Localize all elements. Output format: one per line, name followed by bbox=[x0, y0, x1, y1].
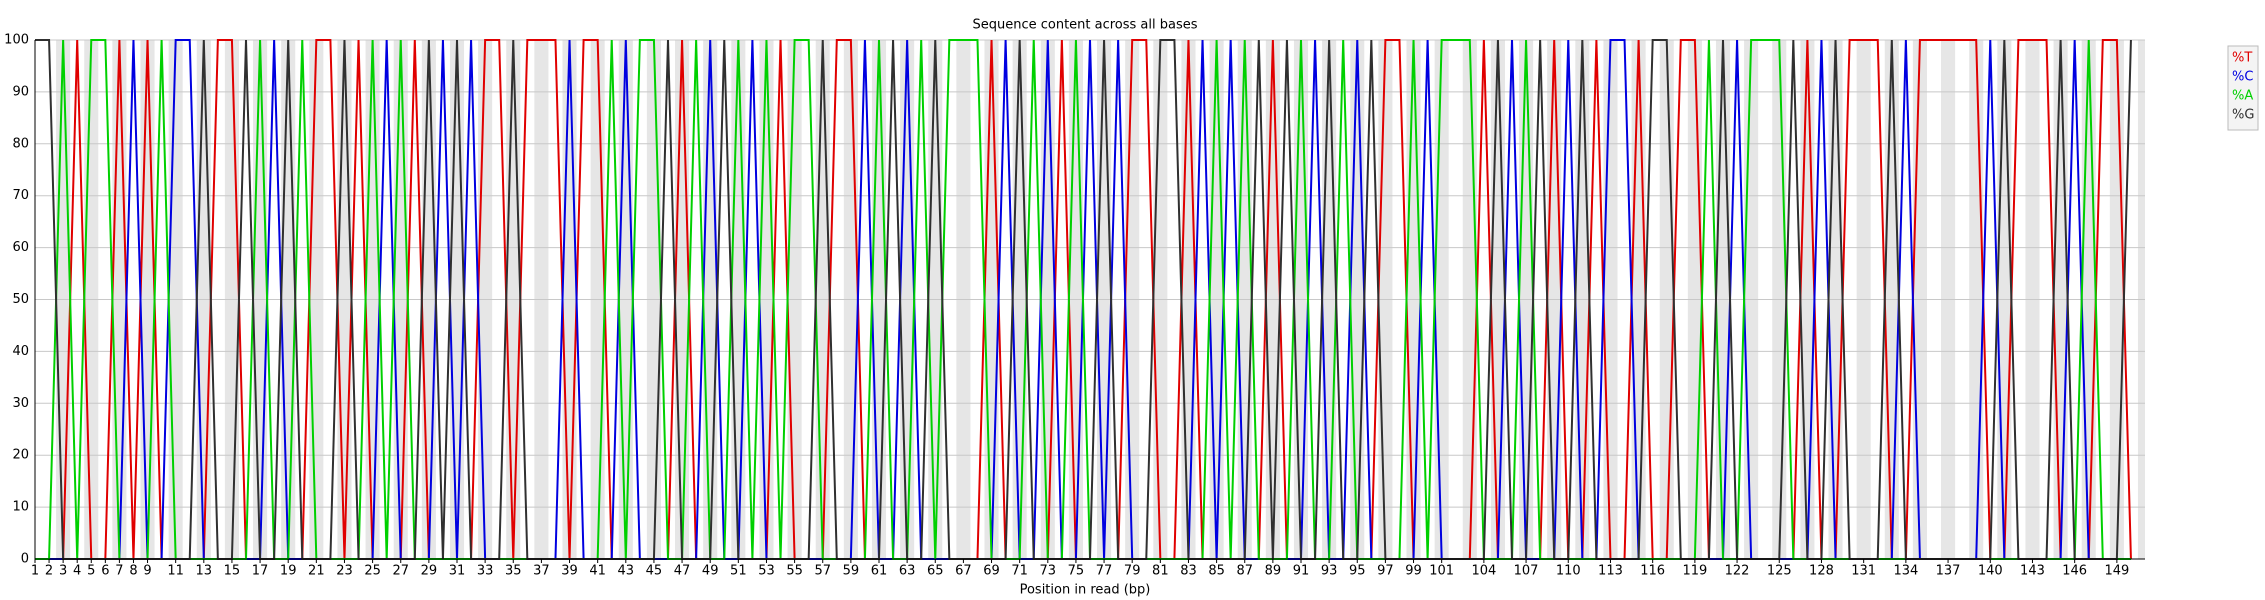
x-tick-label: 140 bbox=[1978, 564, 2003, 579]
x-tick-label: 75 bbox=[1068, 564, 1085, 579]
x-tick-label: 107 bbox=[1514, 564, 1539, 579]
x-tick-label: 71 bbox=[1011, 564, 1028, 579]
legend-label: %G bbox=[2232, 108, 2254, 123]
x-tick-label: 17 bbox=[252, 564, 269, 579]
x-tick-label: 49 bbox=[702, 564, 719, 579]
x-tick-label: 51 bbox=[730, 564, 747, 579]
x-tick-label: 73 bbox=[1040, 564, 1057, 579]
y-tick-label: 70 bbox=[12, 188, 29, 203]
x-tick-label: 59 bbox=[843, 564, 860, 579]
x-tick-label: 99 bbox=[1405, 564, 1422, 579]
x-tick-label: 47 bbox=[674, 564, 691, 579]
x-tick-label: 69 bbox=[983, 564, 1000, 579]
x-tick-label: 19 bbox=[280, 564, 297, 579]
x-tick-label: 81 bbox=[1152, 564, 1169, 579]
x-tick-label: 57 bbox=[814, 564, 831, 579]
x-tick-label: 97 bbox=[1377, 564, 1394, 579]
y-tick-label: 80 bbox=[12, 136, 29, 151]
x-tick-label: 35 bbox=[505, 564, 522, 579]
legend-label: %T bbox=[2232, 51, 2252, 66]
x-tick-label: 137 bbox=[1936, 564, 1961, 579]
x-tick-label: 43 bbox=[618, 564, 635, 579]
x-tick-label: 134 bbox=[1893, 564, 1918, 579]
x-tick-label: 77 bbox=[1096, 564, 1113, 579]
x-tick-label: 89 bbox=[1265, 564, 1282, 579]
x-tick-label: 119 bbox=[1682, 564, 1707, 579]
legend-label: %A bbox=[2232, 89, 2253, 104]
x-tick-label: 31 bbox=[449, 564, 466, 579]
x-tick-label: 9 bbox=[143, 564, 151, 579]
x-tick-label: 6 bbox=[101, 564, 109, 579]
x-tick-label: 8 bbox=[129, 564, 137, 579]
x-tick-label: 116 bbox=[1640, 564, 1665, 579]
x-tick-label: 110 bbox=[1556, 564, 1581, 579]
x-tick-label: 125 bbox=[1767, 564, 1792, 579]
x-tick-label: 93 bbox=[1321, 564, 1338, 579]
y-tick-label: 10 bbox=[12, 500, 29, 515]
legend-label: %C bbox=[2232, 70, 2253, 85]
x-tick-label: 4 bbox=[73, 564, 81, 579]
x-tick-label: 63 bbox=[899, 564, 916, 579]
x-tick-label: 128 bbox=[1809, 564, 1834, 579]
x-tick-label: 53 bbox=[758, 564, 775, 579]
x-tick-label: 143 bbox=[2020, 564, 2045, 579]
x-tick-label: 95 bbox=[1349, 564, 1366, 579]
x-tick-label: 65 bbox=[927, 564, 944, 579]
x-tick-label: 33 bbox=[477, 564, 494, 579]
y-tick-label: 90 bbox=[12, 84, 29, 99]
x-tick-label: 7 bbox=[115, 564, 123, 579]
x-tick-label: 1 bbox=[31, 564, 39, 579]
y-tick-label: 30 bbox=[12, 396, 29, 411]
x-tick-label: 55 bbox=[786, 564, 803, 579]
x-tick-label: 21 bbox=[308, 564, 325, 579]
x-tick-label: 149 bbox=[2104, 564, 2129, 579]
x-tick-label: 87 bbox=[1236, 564, 1253, 579]
y-tick-label: 100 bbox=[4, 33, 29, 48]
x-tick-label: 83 bbox=[1180, 564, 1197, 579]
x-tick-label: 101 bbox=[1429, 564, 1454, 579]
x-tick-label: 85 bbox=[1208, 564, 1225, 579]
x-tick-label: 41 bbox=[589, 564, 606, 579]
x-tick-label: 61 bbox=[871, 564, 888, 579]
y-tick-label: 50 bbox=[12, 292, 29, 307]
x-tick-label: 122 bbox=[1725, 564, 1750, 579]
x-tick-label: 2 bbox=[45, 564, 53, 579]
x-tick-label: 25 bbox=[364, 564, 381, 579]
chart-title: Sequence content across all bases bbox=[972, 18, 1197, 33]
x-tick-label: 15 bbox=[224, 564, 241, 579]
y-tick-label: 40 bbox=[12, 344, 29, 359]
x-tick-label: 146 bbox=[2062, 564, 2087, 579]
x-tick-label: 91 bbox=[1293, 564, 1310, 579]
x-tick-label: 3 bbox=[59, 564, 67, 579]
x-tick-label: 45 bbox=[646, 564, 663, 579]
x-tick-label: 131 bbox=[1851, 564, 1876, 579]
x-tick-label: 79 bbox=[1124, 564, 1141, 579]
legend: %T %C %A %G bbox=[2227, 45, 2259, 131]
x-tick-label: 104 bbox=[1471, 564, 1496, 579]
x-axis-label: Position in read (bp) bbox=[1020, 583, 1151, 598]
x-tick-label: 27 bbox=[392, 564, 409, 579]
x-tick-label: 67 bbox=[955, 564, 972, 579]
x-tick-label: 23 bbox=[336, 564, 353, 579]
x-tick-label: 11 bbox=[167, 564, 184, 579]
x-tick-label: 5 bbox=[87, 564, 95, 579]
x-tick-label: 29 bbox=[421, 564, 438, 579]
y-tick-label: 0 bbox=[21, 552, 29, 567]
x-tick-label: 37 bbox=[533, 564, 550, 579]
x-tick-label: 13 bbox=[196, 564, 213, 579]
x-tick-label: 39 bbox=[561, 564, 578, 579]
x-tick-label: 113 bbox=[1598, 564, 1623, 579]
series-line bbox=[35, 39, 2131, 560]
legend-box bbox=[2227, 45, 2259, 131]
y-tick-label: 20 bbox=[12, 448, 29, 463]
y-tick-label: 60 bbox=[12, 240, 29, 255]
